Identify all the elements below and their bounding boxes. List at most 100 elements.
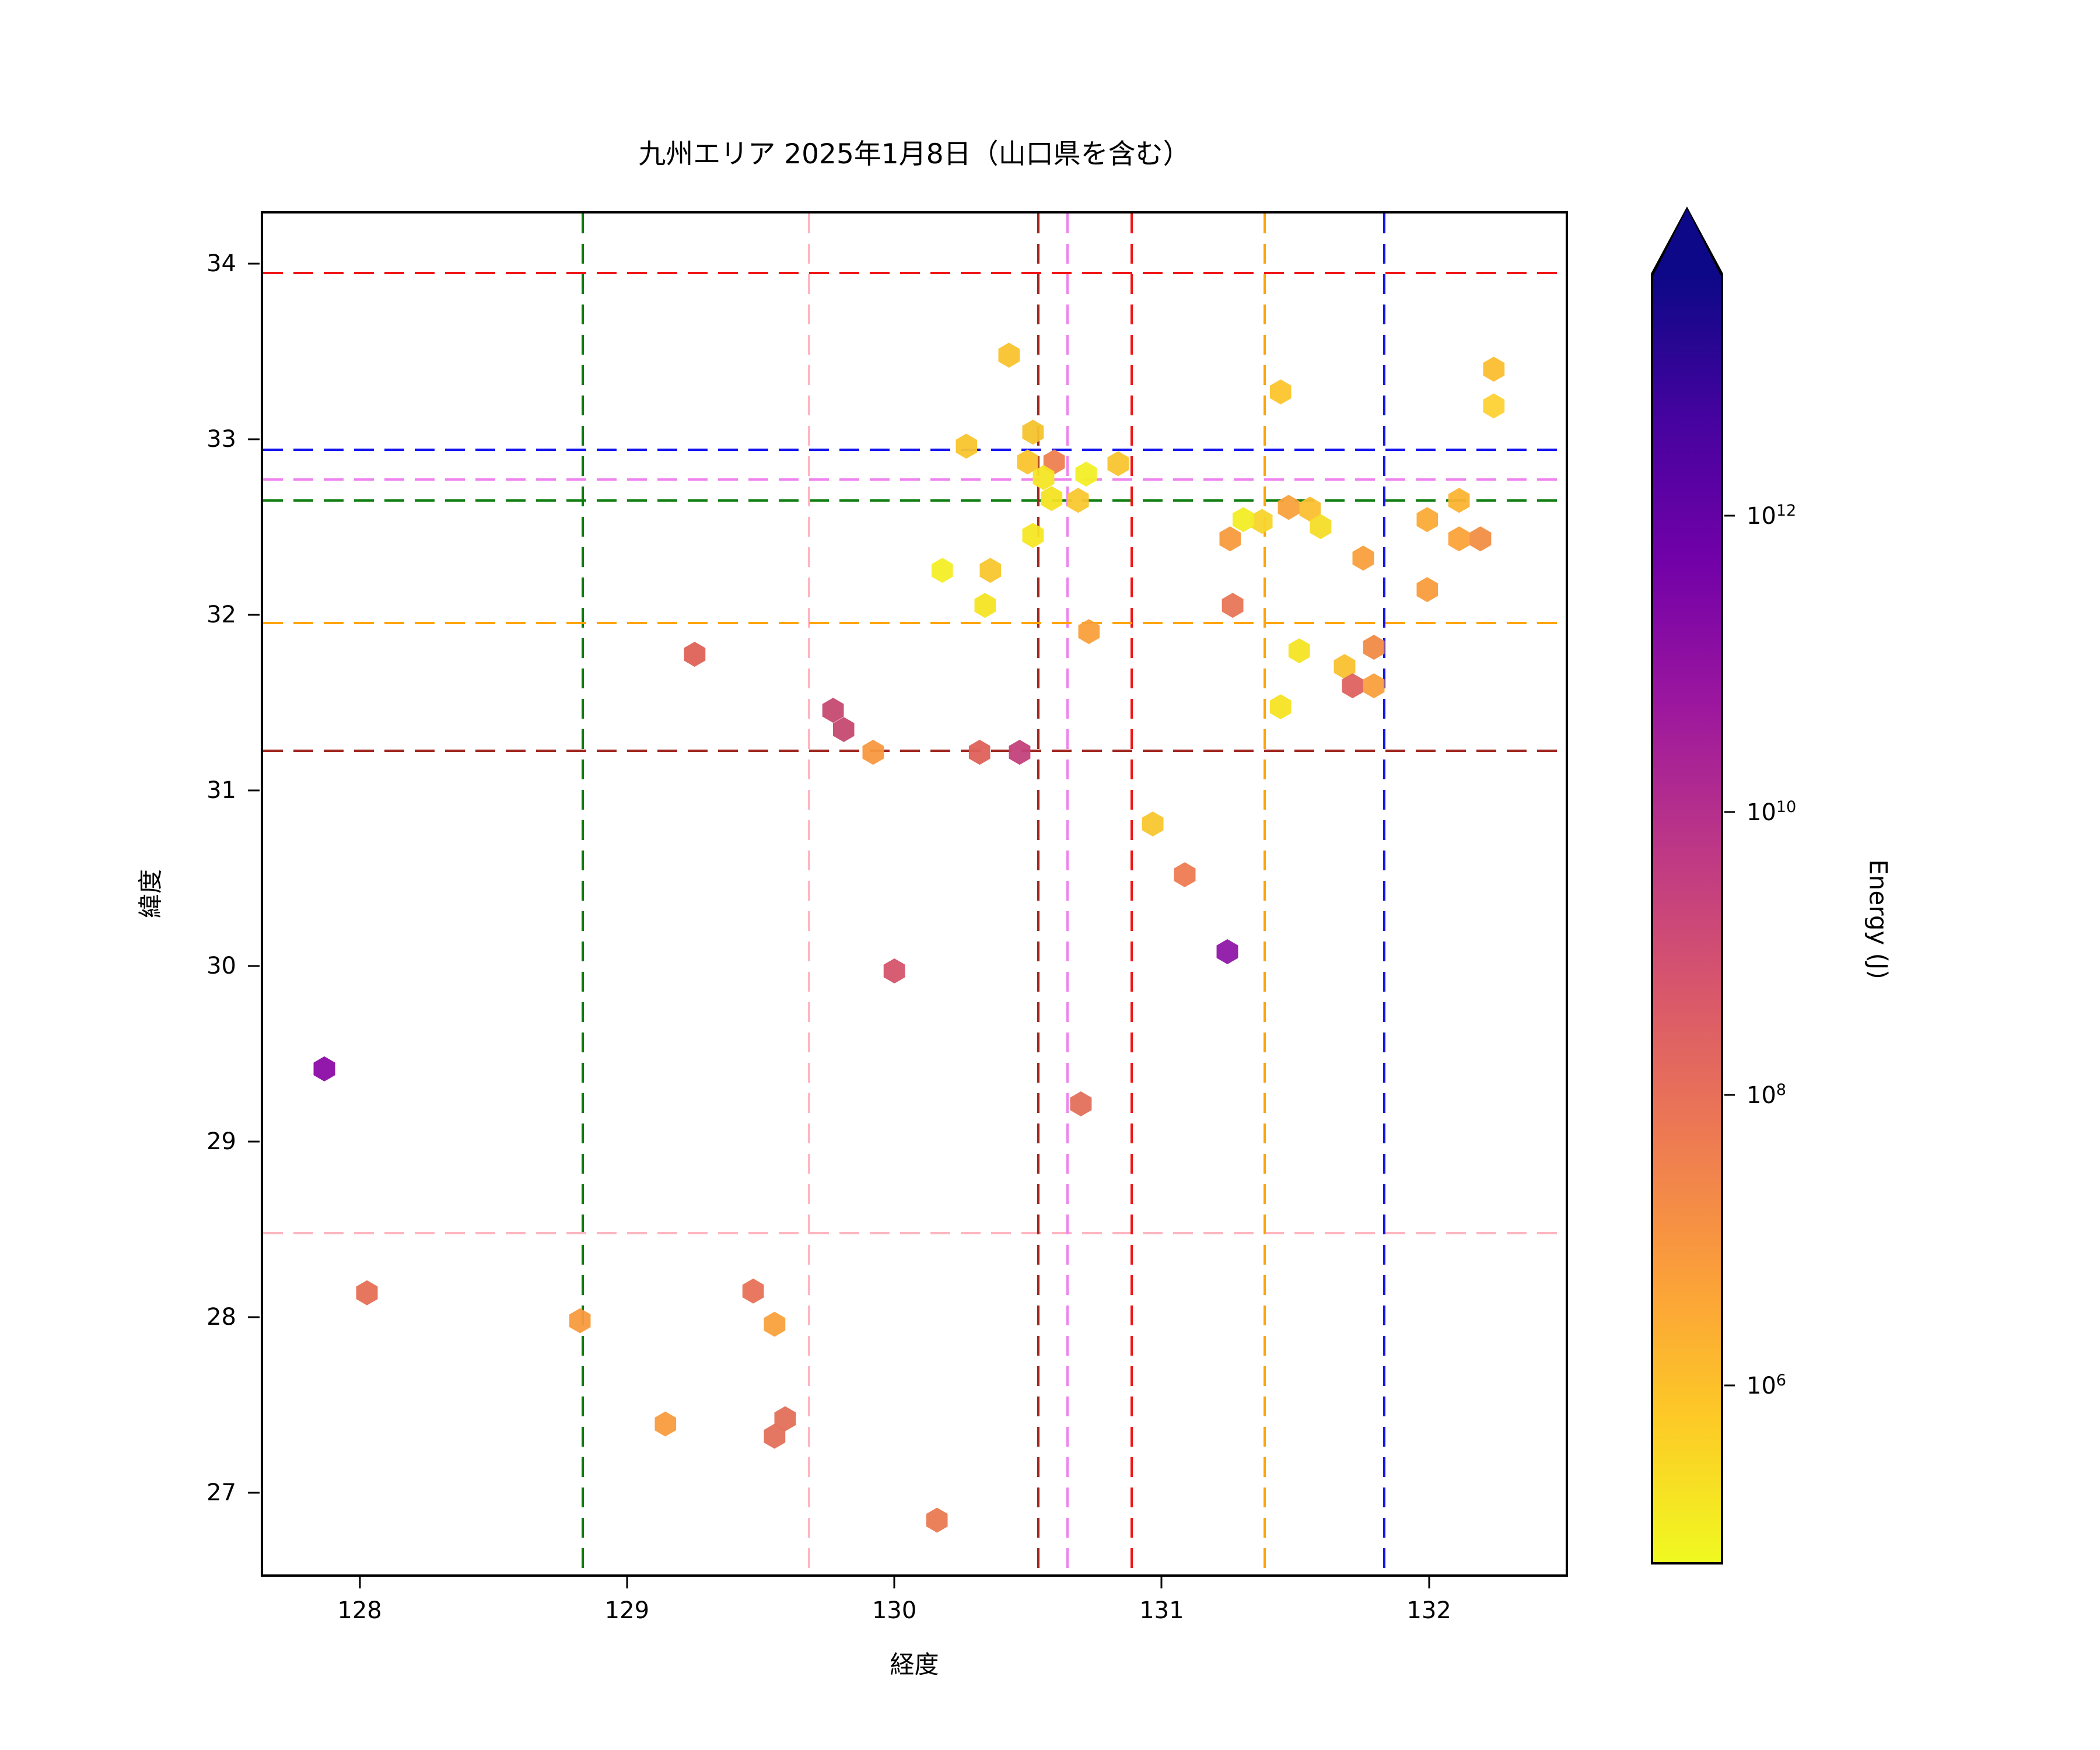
colorbar-tick-label: 106 — [1746, 1371, 1787, 1399]
reference-vline-green — [581, 214, 584, 1574]
y-tick-label: 28 — [206, 1303, 236, 1331]
colorbar-tick-mark — [1724, 811, 1735, 813]
data-point-hexagon — [1288, 638, 1310, 664]
colorbar-tick-mark — [1724, 1384, 1735, 1387]
data-point-hexagon — [1251, 509, 1273, 534]
data-point-hexagon — [1342, 673, 1364, 699]
x-tick-mark — [1160, 1577, 1163, 1588]
data-point-hexagon — [1142, 811, 1164, 837]
data-point-hexagon — [1219, 526, 1241, 552]
data-point-hexagon — [1416, 577, 1438, 603]
y-tick-label: 30 — [206, 952, 236, 979]
data-point-hexagon — [998, 342, 1020, 368]
colorbar-tick-label: 1012 — [1746, 501, 1797, 530]
reference-hline-red — [263, 271, 1566, 274]
reference-vline-pink — [808, 214, 811, 1574]
data-point-hexagon — [862, 740, 884, 765]
data-point-hexagon — [764, 1311, 786, 1337]
data-point-hexagon — [1363, 635, 1385, 660]
x-tick-label: 131 — [1139, 1597, 1184, 1624]
x-tick-label: 130 — [872, 1597, 917, 1624]
y-axis-label: 緯度 — [136, 869, 165, 919]
y-tick-label: 33 — [206, 426, 236, 453]
data-point-hexagon — [1269, 379, 1292, 405]
reference-hline-pink — [263, 1232, 1566, 1235]
colorbar-tick-label: 108 — [1746, 1080, 1787, 1109]
y-tick-mark — [248, 965, 260, 967]
colorbar — [1651, 206, 1723, 1564]
y-tick-mark — [248, 614, 260, 616]
data-point-hexagon — [654, 1411, 677, 1437]
data-point-hexagon — [1310, 514, 1332, 540]
data-point-hexagon — [1363, 673, 1385, 699]
x-tick-mark — [626, 1577, 628, 1588]
data-point-hexagon — [956, 433, 978, 459]
y-tick-mark — [248, 789, 260, 792]
y-tick-label: 31 — [206, 776, 236, 804]
x-tick-label: 129 — [604, 1597, 650, 1624]
reference-vline-violet — [1066, 214, 1069, 1574]
y-tick-label: 34 — [206, 250, 236, 278]
reference-hline-blue — [263, 448, 1566, 451]
x-tick-label: 128 — [337, 1597, 382, 1624]
x-axis-label: 経度 — [890, 1650, 939, 1679]
reference-vline-red — [1130, 214, 1133, 1574]
data-point-hexagon — [1107, 451, 1129, 477]
data-point-hexagon — [764, 1423, 786, 1449]
data-point-hexagon — [1075, 461, 1097, 487]
y-tick-mark — [248, 262, 260, 265]
y-tick-label: 27 — [206, 1479, 236, 1506]
data-point-hexagon — [883, 958, 905, 984]
y-tick-mark — [248, 1492, 260, 1494]
data-point-hexagon — [1483, 393, 1505, 419]
y-tick-mark — [248, 1140, 260, 1143]
colorbar-tick-label: 1010 — [1746, 798, 1797, 827]
page-title: 九州エリア 2025年1月8日（山口県を含む） — [638, 138, 1191, 170]
data-point-hexagon — [974, 593, 996, 618]
data-point-hexagon — [968, 740, 991, 765]
x-tick-label: 132 — [1406, 1597, 1451, 1624]
data-point-hexagon — [313, 1056, 335, 1082]
reference-vline-darkred — [1037, 214, 1040, 1574]
colorbar-tick-mark — [1724, 514, 1735, 517]
data-point-hexagon — [1216, 939, 1238, 964]
colorbar-tick-mark — [1724, 1094, 1735, 1096]
x-tick-mark — [359, 1577, 361, 1588]
y-tick-mark — [248, 1316, 260, 1318]
x-tick-mark — [1428, 1577, 1430, 1588]
data-point-hexagon — [931, 558, 953, 583]
data-point-hexagon — [1469, 526, 1492, 552]
data-point-hexagon — [1009, 740, 1031, 765]
data-point-hexagon — [979, 558, 1002, 583]
reference-hline-orange — [263, 621, 1566, 624]
data-point-hexagon — [1174, 862, 1196, 887]
reference-hline-darkred — [263, 749, 1566, 752]
data-point-hexagon — [356, 1280, 378, 1306]
data-point-hexagon — [1448, 526, 1470, 552]
data-point-hexagon — [1483, 356, 1505, 382]
data-point-hexagon — [1022, 523, 1044, 548]
data-point-hexagon — [1232, 507, 1254, 533]
data-point-hexagon — [1022, 419, 1044, 445]
data-point-hexagon — [1222, 593, 1244, 618]
y-tick-label: 29 — [206, 1128, 236, 1155]
y-tick-mark — [248, 438, 260, 440]
data-point-hexagon — [742, 1278, 764, 1304]
data-point-hexagon — [1067, 488, 1089, 513]
colorbar-gradient — [1653, 209, 1721, 1562]
colorbar-label: Energy (J) — [1864, 859, 1893, 979]
x-tick-mark — [893, 1577, 895, 1588]
reference-hline-violet — [263, 478, 1566, 481]
data-point-hexagon — [1448, 488, 1470, 513]
data-point-hexagon — [1070, 1091, 1092, 1116]
data-point-hexagon — [569, 1308, 591, 1334]
data-point-hexagon — [1416, 507, 1438, 533]
data-point-hexagon — [1269, 694, 1292, 720]
data-point-hexagon — [926, 1507, 948, 1533]
data-point-hexagon — [1278, 495, 1300, 520]
plot-area — [261, 211, 1568, 1577]
reference-hline-green — [263, 499, 1566, 502]
reference-vline-orange — [1263, 214, 1266, 1574]
reference-vline-blue — [1383, 214, 1386, 1574]
